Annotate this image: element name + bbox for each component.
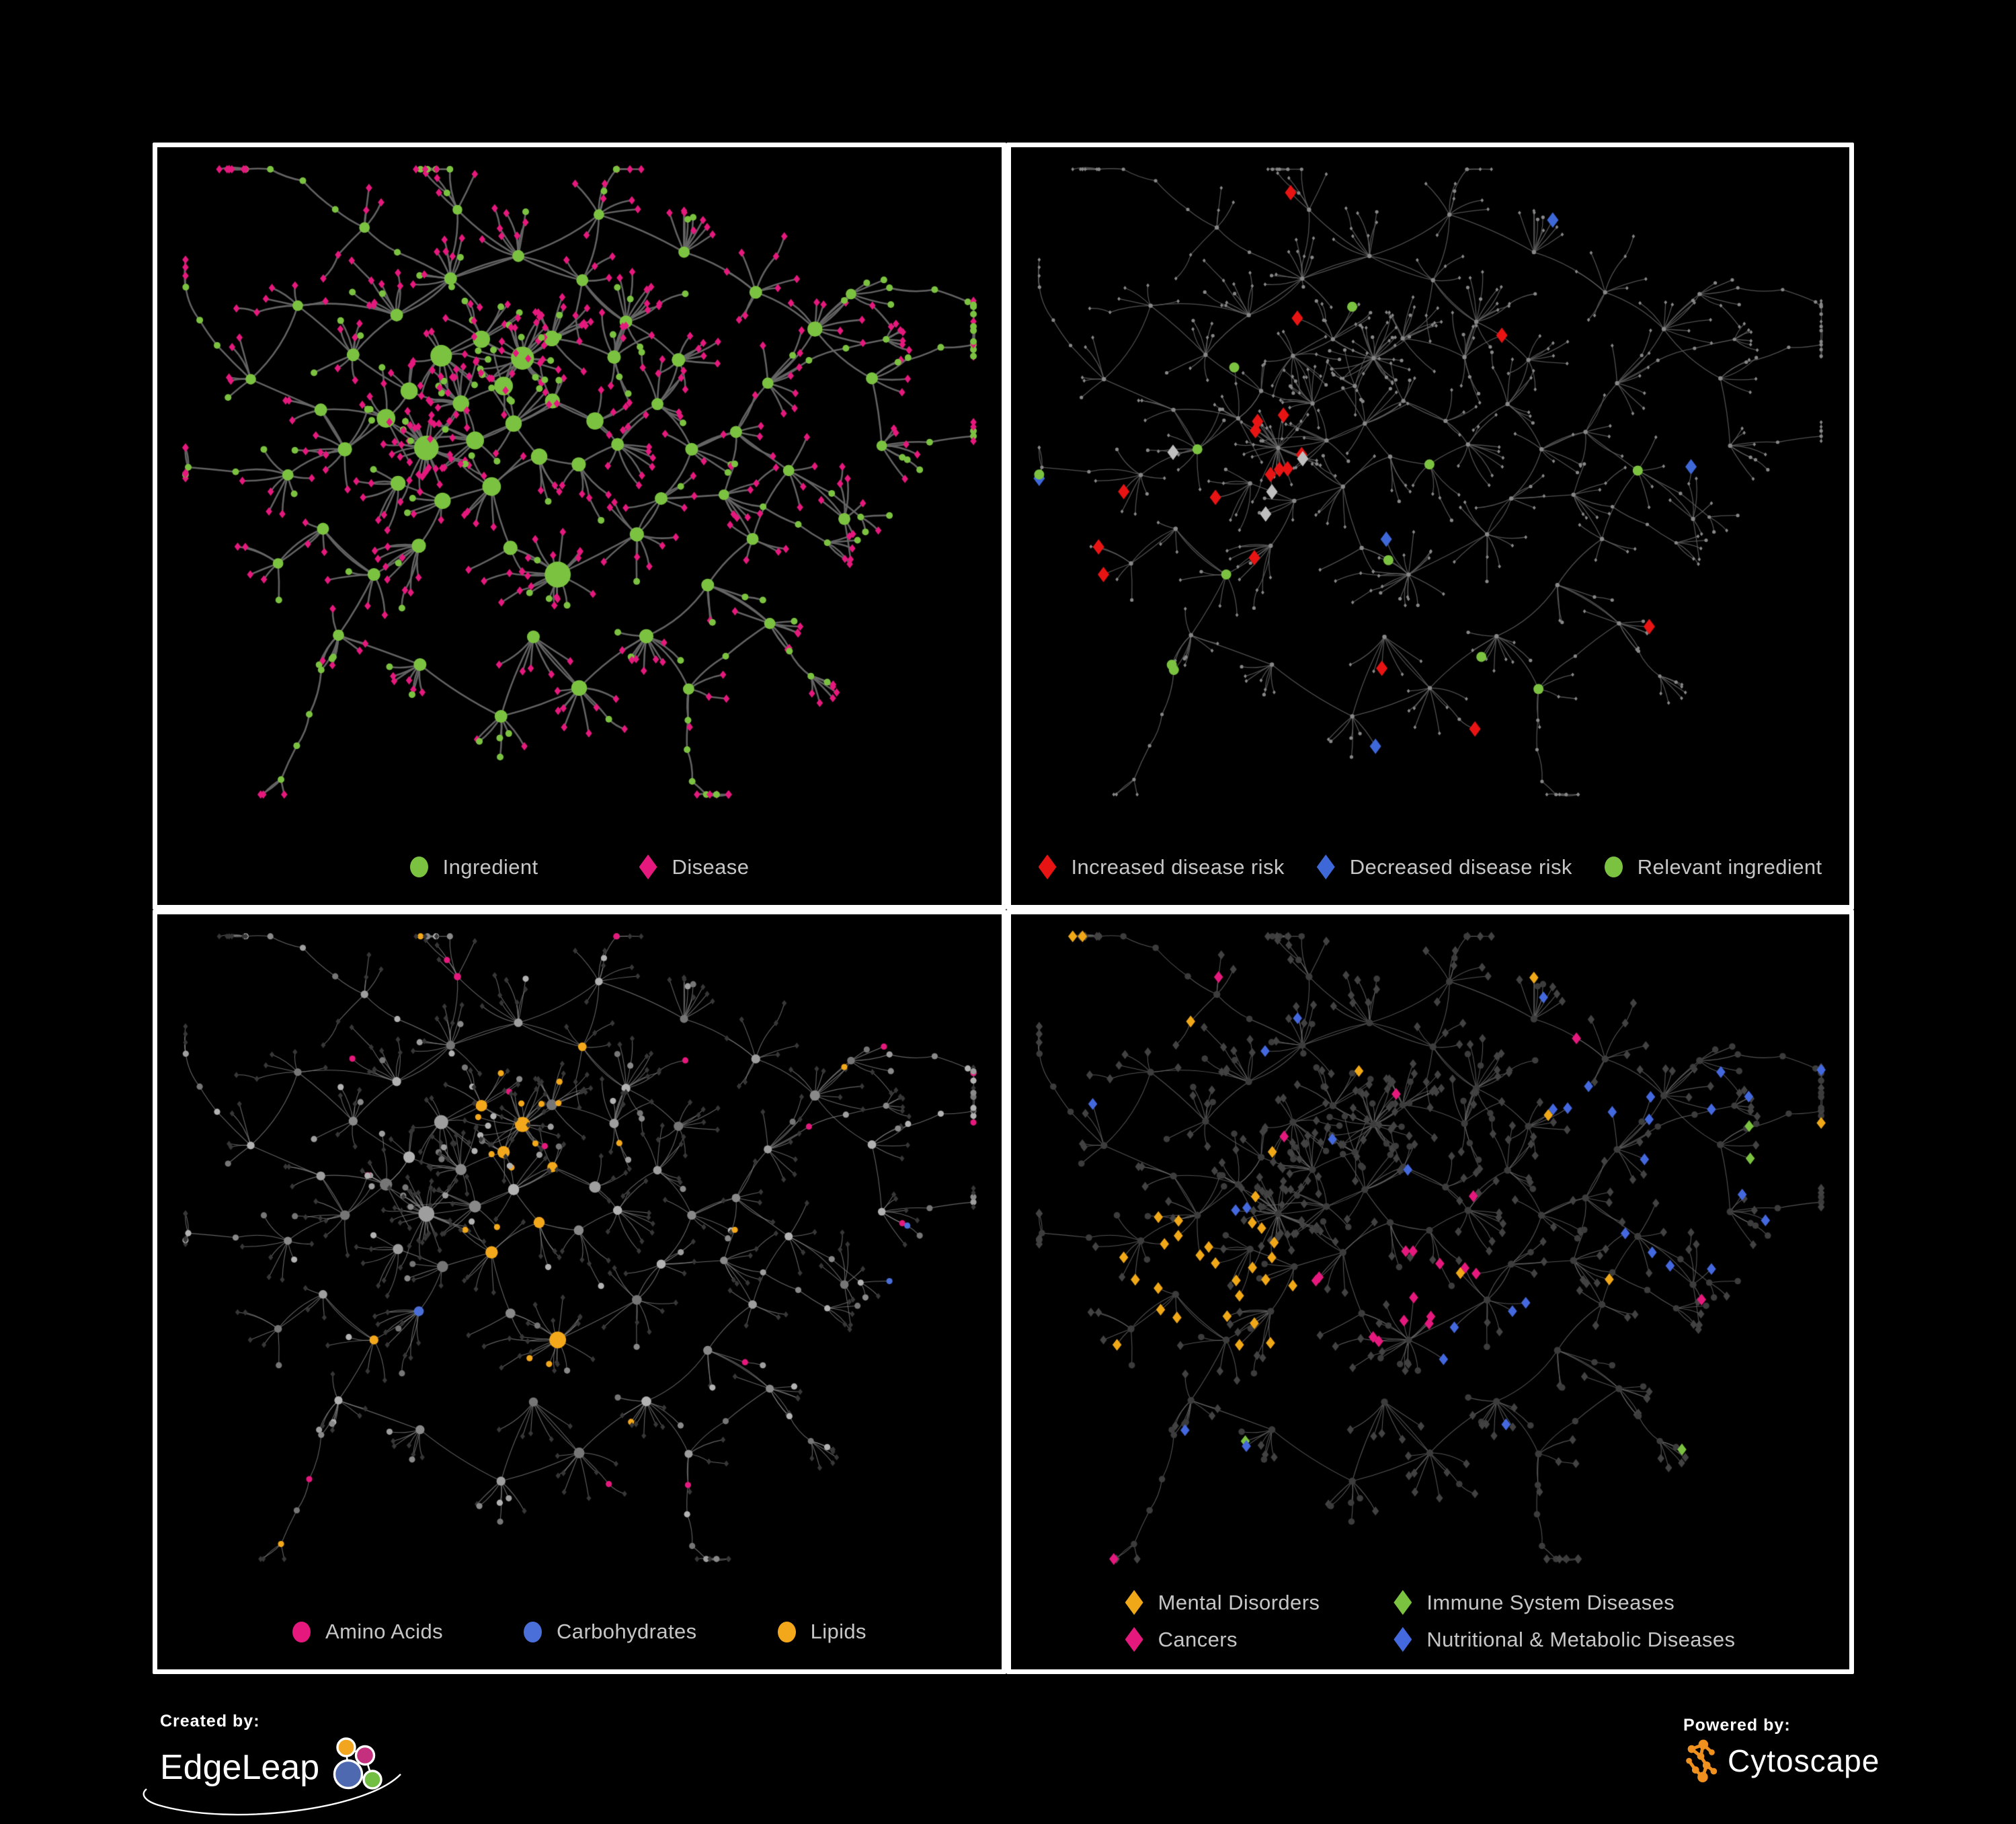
legend-label: Mental Disorders (1158, 1590, 1320, 1614)
legend-item: Disease (639, 855, 750, 879)
legend-item: Mental Disorders (1125, 1590, 1320, 1615)
disease-diamond-icon (639, 855, 657, 879)
legend-label: Decreased disease risk (1349, 855, 1572, 879)
cytoscape-brand-name: Cytoscape (1728, 1743, 1880, 1778)
cancers-diamond-icon (1125, 1627, 1143, 1652)
powered-by-block: Powered by: (1683, 1716, 1880, 1782)
legend-label: Cancers (1158, 1627, 1238, 1651)
relevant-ingredient-circle-icon (1604, 857, 1623, 877)
legend-item: Increased disease risk (1038, 855, 1285, 879)
legend-label: Disease (672, 855, 750, 879)
legend-item: Nutritional & Metabolic Diseases (1394, 1627, 1735, 1652)
panel-ingredient-disease: Ingredient Disease (153, 143, 1006, 910)
increased-risk-diamond-icon (1038, 855, 1057, 879)
panel-disease-risk: Increased disease risk Decreased disease… (1006, 143, 1854, 910)
legend-item: Cancers (1125, 1627, 1320, 1652)
mental-disorders-diamond-icon (1125, 1590, 1143, 1615)
lipids-circle-icon (777, 1621, 796, 1642)
legend-item: Carbohydrates (524, 1620, 697, 1644)
network-graph-ingredient-disease (157, 147, 1002, 905)
network-graph-nutrient-classes (157, 914, 1002, 1669)
powered-by-label: Powered by: (1683, 1716, 1791, 1735)
legend-label: Increased disease risk (1071, 855, 1285, 879)
legend-label: Relevant ingredient (1637, 855, 1822, 879)
legend-item: Decreased disease risk (1316, 855, 1572, 879)
cytoscape-logo-icon (1686, 1739, 1718, 1782)
created-by-label: Created by: (160, 1712, 260, 1731)
network-graph-disease-categories (1011, 914, 1849, 1669)
legend-item: Relevant ingredient (1604, 855, 1822, 879)
edgeleap-logo-icon (333, 1737, 382, 1790)
carbohydrates-circle-icon (524, 1621, 542, 1642)
amino-acids-circle-icon (292, 1621, 311, 1642)
legend-item: Immune System Diseases (1394, 1590, 1735, 1615)
legend-item: Amino Acids (292, 1620, 443, 1644)
legend-ingredient-disease: Ingredient Disease (157, 855, 1002, 879)
panel-nutrient-classes: Amino Acids Carbohydrates Lipids (153, 910, 1006, 1674)
panel-disease-categories: Mental Disorders Immune System Diseases … (1006, 910, 1854, 1674)
legend-nutrient-classes: Amino Acids Carbohydrates Lipids (157, 1620, 1002, 1644)
legend-item: Ingredient (409, 855, 538, 879)
nutritional-metabolic-diamond-icon (1394, 1627, 1412, 1652)
legend-label: Ingredient (442, 855, 538, 879)
created-by-block: Created by: EdgeLeap (143, 1712, 401, 1816)
network-graph-disease-risk (1011, 147, 1849, 905)
ingredient-circle-icon (409, 857, 428, 877)
legend-label: Nutritional & Metabolic Diseases (1426, 1627, 1736, 1651)
edgeleap-brand-name: EdgeLeap (160, 1748, 320, 1787)
legend-label: Amino Acids (325, 1620, 444, 1643)
legend-item: Lipids (777, 1620, 866, 1644)
legend-disease-categories: Mental Disorders Immune System Diseases … (1011, 1590, 1849, 1652)
immune-system-diamond-icon (1394, 1590, 1412, 1615)
legend-label: Immune System Diseases (1426, 1590, 1675, 1614)
legend-label: Lipids (810, 1620, 866, 1643)
legend-disease-risk: Increased disease risk Decreased disease… (1011, 855, 1849, 879)
decreased-risk-diamond-icon (1316, 855, 1335, 879)
legend-label: Carbohydrates (557, 1620, 697, 1643)
